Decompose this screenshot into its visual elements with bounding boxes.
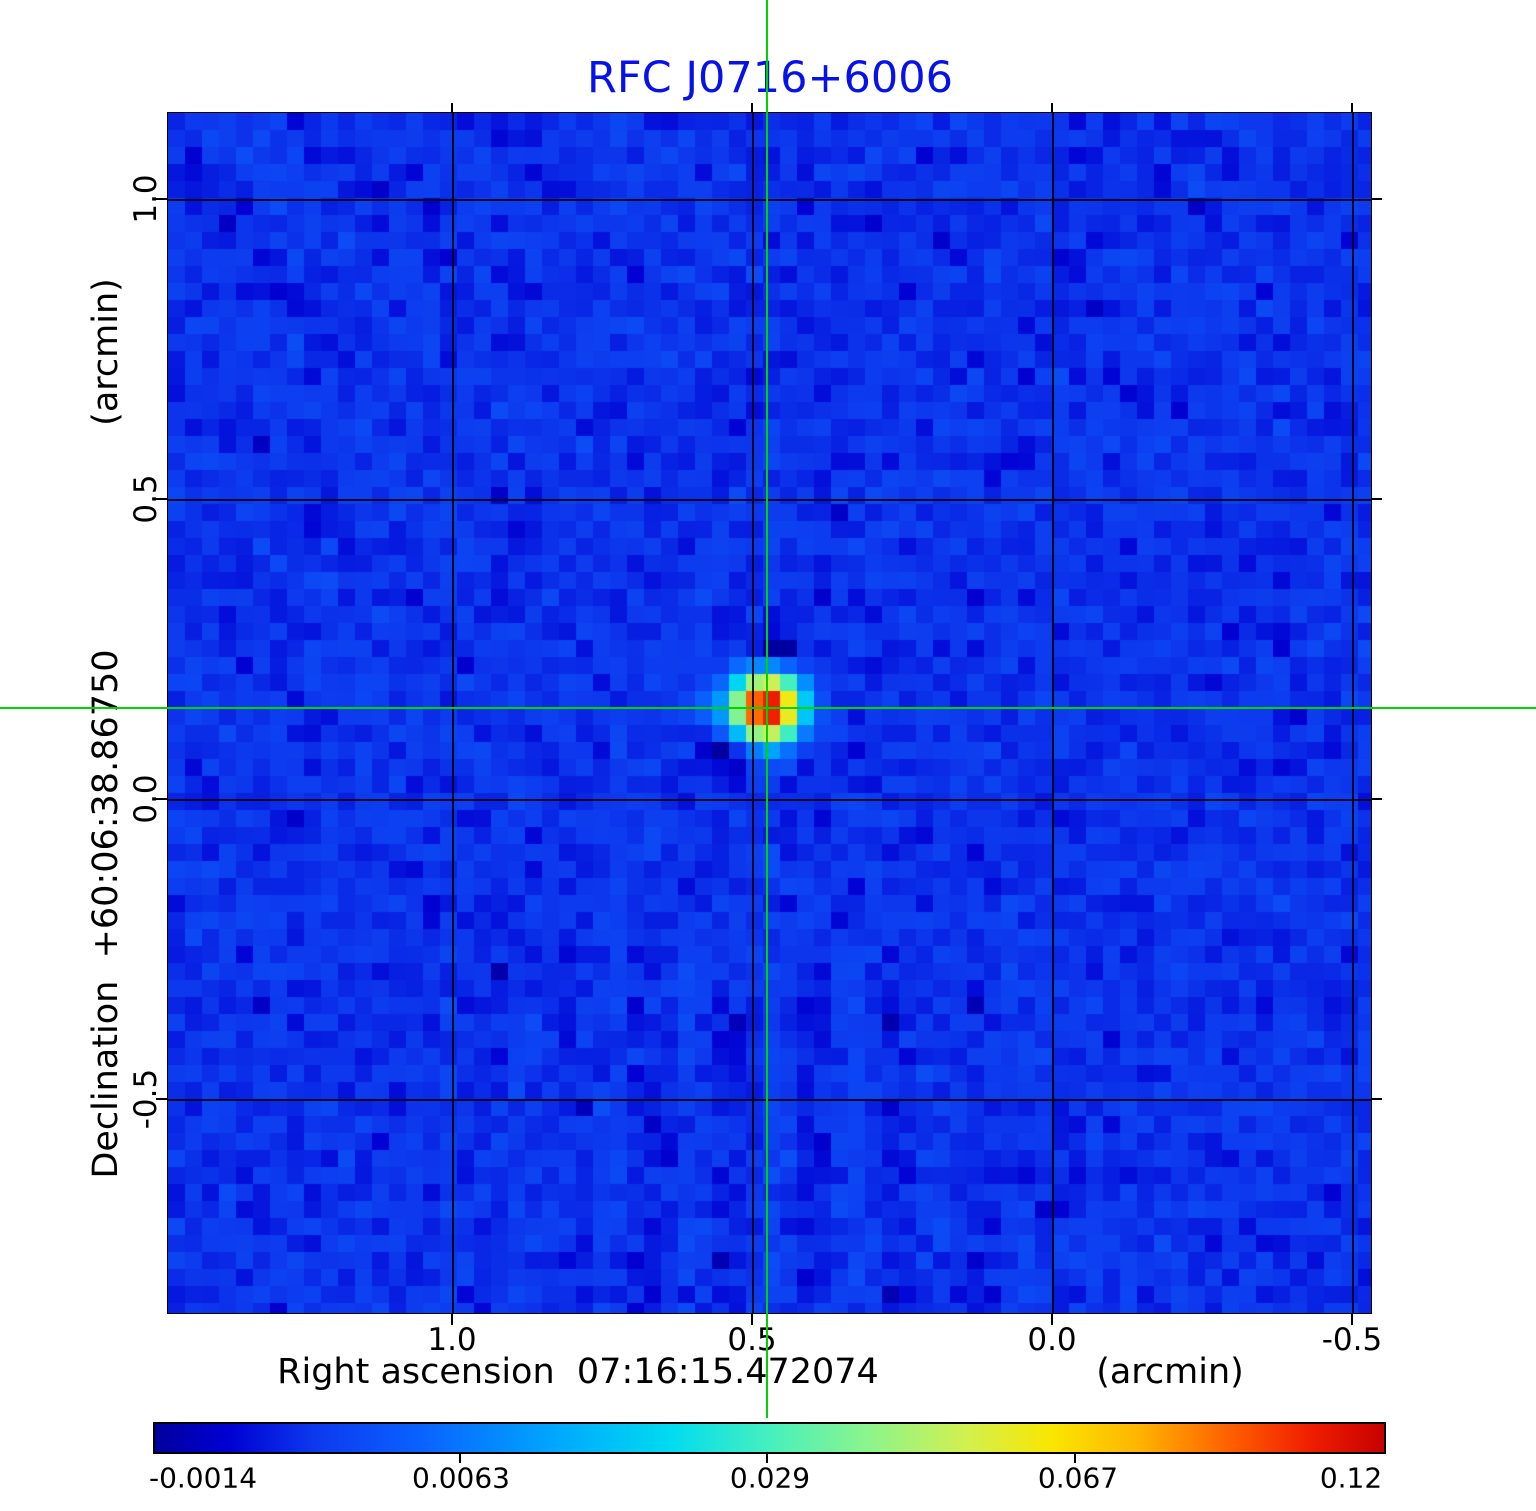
colorbar-label: 0.029 — [729, 1461, 811, 1495]
axis-tick — [751, 103, 753, 113]
grid-line-horizontal — [168, 1099, 1371, 1101]
colorbar-label: -0.0014 — [148, 1461, 258, 1495]
axis-tick — [1351, 1314, 1353, 1325]
axis-tick — [751, 1314, 753, 1325]
grid-line-vertical — [452, 113, 454, 1313]
grid-line-horizontal — [168, 799, 1371, 801]
x-axis-unit-label: (arcmin) — [1096, 1352, 1244, 1392]
axis-tick — [1351, 103, 1353, 113]
axis-tick — [1372, 1098, 1382, 1100]
colorbar-label: 0.12 — [1319, 1461, 1383, 1495]
crosshair-vertical-line — [766, 0, 768, 1418]
x-tick-label: 0.5 — [727, 1322, 777, 1358]
x-tick-label: 0.0 — [1027, 1322, 1077, 1358]
y-axis-unit-label: (arcmin) — [86, 278, 126, 426]
colorbar — [153, 1422, 1386, 1454]
grid-line-horizontal — [168, 499, 1371, 501]
axis-tick — [156, 1098, 168, 1100]
plot-area — [167, 112, 1372, 1314]
colorbar-label: 0.067 — [1037, 1461, 1119, 1495]
axis-tick — [156, 198, 168, 200]
axis-tick — [1372, 798, 1382, 800]
grid-line-vertical — [1052, 113, 1054, 1313]
y-axis-label: Declination +60:06:38.86750 — [86, 649, 126, 1179]
axis-tick — [1372, 498, 1382, 500]
sky-map-image — [168, 113, 1371, 1313]
grid-line-horizontal — [168, 199, 1371, 201]
colorbar-label: 0.0063 — [412, 1461, 510, 1495]
colorbar-tick — [459, 1454, 461, 1463]
x-axis-label: Right ascension 07:16:15.472074 — [277, 1352, 879, 1392]
axis-tick — [451, 1314, 453, 1325]
colorbar-tick — [766, 1454, 768, 1463]
axis-tick — [1372, 198, 1382, 200]
axis-tick — [1051, 103, 1053, 113]
axis-tick — [451, 103, 453, 113]
grid-line-vertical — [752, 113, 754, 1313]
colorbar-tick — [1074, 1454, 1076, 1463]
figure-title: RFC J0716+6006 — [587, 53, 953, 103]
axis-tick — [1051, 1314, 1053, 1325]
axis-tick — [156, 498, 168, 500]
crosshair-horizontal-line — [0, 707, 1536, 709]
x-tick-label: 1.0 — [427, 1322, 477, 1358]
grid-line-vertical — [1352, 113, 1354, 1313]
axis-tick — [156, 798, 168, 800]
x-tick-label: -0.5 — [1321, 1322, 1383, 1358]
